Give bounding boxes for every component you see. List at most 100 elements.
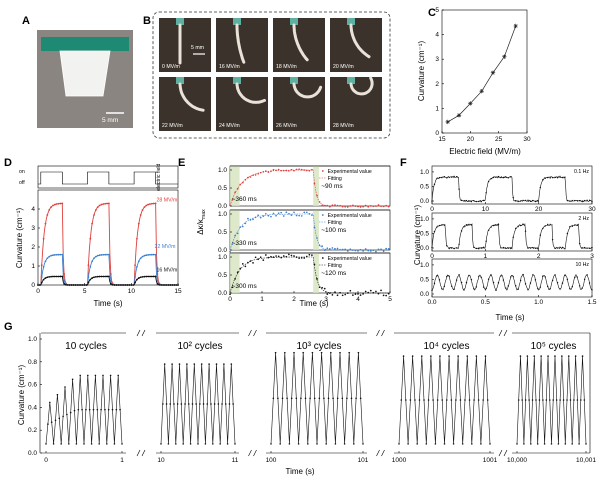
g-data-point [585, 443, 587, 445]
e-data-point [231, 286, 234, 289]
bending-film [235, 23, 246, 64]
f-data-point [478, 247, 480, 250]
g-data-point [402, 355, 405, 357]
g-data-point [210, 403, 212, 405]
e-data-point [364, 248, 367, 250]
f-data-point [492, 281, 495, 284]
e-data-point [231, 243, 234, 245]
e-data-point [267, 214, 270, 217]
g-data-point [60, 443, 62, 445]
d-data-point [50, 275, 52, 278]
e-data-point [387, 205, 390, 208]
f-data-point [542, 275, 544, 277]
e-data-point [364, 204, 367, 207]
e-data-point [303, 169, 306, 171]
e-data-point [300, 215, 303, 217]
d-data-point [63, 279, 66, 282]
f-x-tick-label: 30 [588, 206, 596, 213]
panel-f: F 0 10 20 30 0.0 0.5 1.0 0.1 Hz 0 1 2 3 0.0 0.5 1.0 2 H… [400, 157, 597, 322]
f-data-point [431, 246, 433, 249]
f-data-point [495, 289, 497, 292]
f-data-point [517, 225, 519, 228]
g-data-point [115, 408, 118, 411]
g-data-point [555, 399, 558, 401]
d-field-trace [38, 171, 178, 185]
f-data-point [519, 200, 522, 202]
f-data-point [443, 224, 446, 226]
d-off-label: off [19, 180, 25, 186]
g-data-point [83, 443, 85, 445]
g-segment-title: 10 cycles [65, 341, 107, 352]
g-axis-break [136, 329, 146, 337]
g-data-point [226, 443, 229, 445]
f-data-point [551, 238, 554, 241]
e-data-point [323, 204, 326, 207]
f-data-point [529, 282, 532, 284]
e-data-point [308, 213, 311, 215]
g-data-point [52, 443, 55, 445]
e-data-point [239, 267, 242, 270]
f-y-tick-label: 0.5 [420, 276, 429, 283]
e-data-point [364, 290, 367, 293]
d-data-point [111, 283, 114, 286]
d-data-point [38, 284, 41, 286]
g-data-point [56, 393, 59, 396]
d-data-point [175, 284, 178, 286]
f-data-point [485, 287, 487, 290]
d-data-point [113, 284, 116, 286]
d-data-point [152, 202, 155, 205]
f-data-point [438, 279, 441, 281]
d-data-point [68, 284, 71, 286]
e-data-point [234, 234, 236, 237]
g-data-point [461, 443, 464, 445]
g-data-point [281, 397, 284, 400]
e-data-point [354, 205, 357, 207]
g-data-point [219, 443, 221, 445]
g-data-point [443, 443, 446, 445]
g-axis-break [498, 449, 508, 457]
photo-label: 22 MV/m [162, 123, 183, 129]
f-data-point [527, 247, 529, 249]
e-data-point [254, 174, 257, 176]
d-data-point [52, 275, 54, 278]
g-data-point [464, 399, 466, 401]
e-data-point [385, 204, 388, 207]
d-data-point [85, 284, 88, 286]
d-data-point [53, 254, 56, 256]
g-data-point [552, 399, 555, 401]
scale-label: 5 mm [102, 117, 118, 124]
f-data-point [436, 177, 438, 180]
e-data-point [282, 215, 285, 217]
f-data-point [465, 224, 468, 226]
g-data-point [576, 399, 579, 401]
e-data-point [285, 255, 288, 258]
d-data-point [147, 254, 150, 256]
c-data-point [468, 101, 473, 106]
f-data-point [507, 247, 510, 249]
e-data-point [282, 169, 285, 172]
scale-label: 5 mm [191, 45, 204, 51]
e-data-point [369, 204, 372, 207]
f-data-point [549, 177, 551, 179]
d-data-point [87, 276, 90, 278]
d-x-tick-label: 5 [83, 288, 87, 295]
g-data-point [468, 399, 471, 401]
f-data-point [512, 236, 514, 239]
d-data-point [173, 284, 176, 286]
e-data-point [346, 206, 349, 208]
d-data-point [109, 279, 112, 282]
g-data-point [186, 363, 188, 365]
g-data-point [420, 355, 423, 357]
e-data-point [344, 205, 347, 208]
g-data-point [557, 443, 560, 445]
g-axis-break [376, 329, 385, 337]
e-data-point [316, 278, 318, 280]
e-data-point [331, 247, 334, 249]
panel-e: E 0.0 0.5 1.0 ~360 ms ~90 ms Experimental val… [178, 157, 392, 308]
f-data-point [475, 286, 478, 288]
f-data-point [448, 275, 450, 278]
g-data-point [228, 403, 231, 405]
g-data-point [171, 363, 173, 365]
g-data-point [88, 408, 91, 411]
g-data-point [332, 397, 334, 400]
